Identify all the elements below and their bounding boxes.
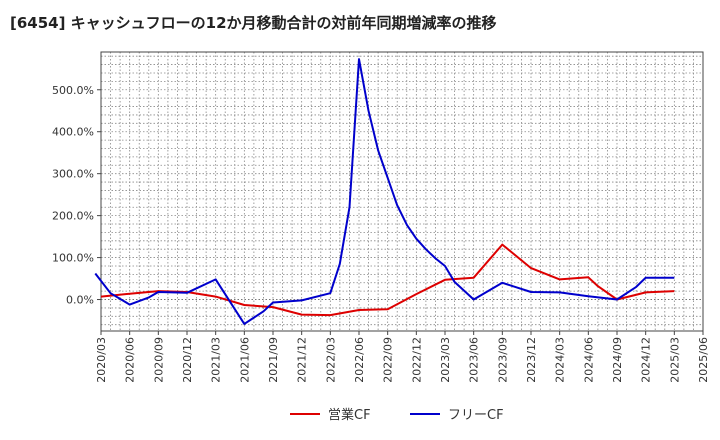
x-tick-label: 2023/06 — [468, 337, 481, 383]
series-line-operating-cf — [100, 243, 675, 317]
plot-border — [100, 51, 704, 332]
x-tick-label: 2023/09 — [496, 337, 509, 383]
x-tick-label: 2022/12 — [410, 337, 423, 383]
x-tick-label: 2023/03 — [439, 337, 452, 383]
x-tick-label: 2021/06 — [238, 337, 251, 383]
legend-label: 営業CF — [328, 407, 371, 423]
x-tick-label: 2025/03 — [668, 337, 681, 383]
x-tick-label: 2023/12 — [525, 337, 538, 383]
x-tick-label: 2021/03 — [210, 337, 223, 383]
x-tick-label: 2024/06 — [582, 337, 595, 383]
x-tick-label: 2022/06 — [353, 337, 366, 383]
y-tick-label: 500.0% — [52, 84, 94, 97]
x-tick-label: 2020/09 — [152, 337, 165, 383]
x-tick-label: 2024/03 — [554, 337, 567, 383]
chart-title: [6454] キャッシュフローの12か月移動合計の対前年同期増減率の推移 — [10, 14, 497, 32]
y-tick-label: 300.0% — [52, 168, 94, 181]
x-tick-label: 2022/03 — [324, 337, 337, 383]
x-tick-label: 2021/12 — [296, 337, 309, 383]
y-tick-label: 100.0% — [52, 252, 94, 265]
x-tick-label: 2020/12 — [181, 337, 194, 383]
plot-area — [101, 52, 703, 331]
series-line-free-cf — [94, 58, 675, 325]
y-tick-label: 200.0% — [52, 210, 94, 223]
y-tick-label: 400.0% — [52, 126, 94, 139]
x-tick-label: 2021/09 — [267, 337, 280, 383]
y-tick-label: 0.0% — [66, 294, 94, 307]
x-tick-label: 2025/06 — [697, 337, 710, 383]
x-tick-label: 2022/09 — [382, 337, 395, 383]
x-tick-label: 2020/03 — [95, 337, 108, 383]
legend-label: フリーCF — [448, 408, 504, 423]
x-tick-label: 2024/09 — [611, 337, 624, 383]
x-tick-label: 2020/06 — [124, 337, 137, 383]
x-tick-label: 2024/12 — [640, 337, 653, 383]
